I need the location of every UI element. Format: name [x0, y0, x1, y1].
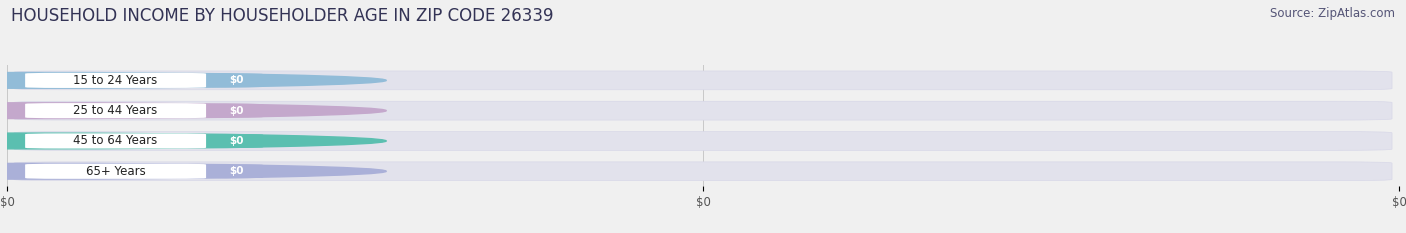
- FancyBboxPatch shape: [211, 134, 263, 148]
- FancyBboxPatch shape: [25, 103, 207, 118]
- FancyBboxPatch shape: [25, 164, 207, 179]
- Circle shape: [0, 72, 387, 88]
- Text: $0: $0: [229, 75, 245, 85]
- Text: 15 to 24 Years: 15 to 24 Years: [73, 74, 157, 87]
- Circle shape: [0, 133, 387, 149]
- FancyBboxPatch shape: [14, 101, 1392, 120]
- Text: Source: ZipAtlas.com: Source: ZipAtlas.com: [1270, 7, 1395, 20]
- Circle shape: [0, 103, 387, 119]
- Text: HOUSEHOLD INCOME BY HOUSEHOLDER AGE IN ZIP CODE 26339: HOUSEHOLD INCOME BY HOUSEHOLDER AGE IN Z…: [11, 7, 554, 25]
- Text: 45 to 64 Years: 45 to 64 Years: [73, 134, 157, 147]
- FancyBboxPatch shape: [25, 133, 207, 149]
- Text: $0: $0: [229, 136, 245, 146]
- Circle shape: [0, 163, 387, 179]
- FancyBboxPatch shape: [211, 164, 263, 178]
- FancyBboxPatch shape: [25, 73, 207, 88]
- Text: $0: $0: [229, 106, 245, 116]
- FancyBboxPatch shape: [14, 162, 1392, 181]
- Text: $0: $0: [229, 166, 245, 176]
- Text: 65+ Years: 65+ Years: [86, 165, 145, 178]
- FancyBboxPatch shape: [211, 73, 263, 87]
- Text: 25 to 44 Years: 25 to 44 Years: [73, 104, 157, 117]
- FancyBboxPatch shape: [211, 104, 263, 118]
- FancyBboxPatch shape: [14, 71, 1392, 90]
- FancyBboxPatch shape: [14, 132, 1392, 150]
